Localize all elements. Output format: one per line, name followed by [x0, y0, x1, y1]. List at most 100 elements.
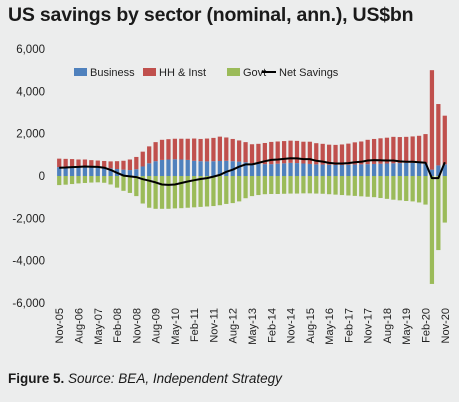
y-tick-label: 2,000 — [16, 129, 45, 141]
bar-govt — [282, 176, 287, 194]
bar-govt — [63, 176, 68, 185]
bar-hh-inst — [410, 136, 415, 163]
bar-govt — [410, 176, 415, 202]
bar-govt — [198, 176, 203, 207]
legend-label: HH & Inst — [159, 67, 206, 79]
y-tick-label: 0 — [39, 171, 45, 183]
bar-business — [147, 163, 152, 176]
bar-business — [365, 164, 370, 176]
bar-govt — [82, 176, 88, 183]
bar-govt — [140, 176, 145, 204]
bar-business — [185, 159, 190, 176]
bar-hh-inst — [371, 138, 377, 164]
bar-hh-inst — [102, 160, 107, 168]
bar-govt — [442, 176, 447, 223]
bar-hh-inst — [339, 144, 345, 165]
bar-business — [436, 165, 441, 176]
bar-hh-inst — [237, 140, 242, 162]
bar-business — [102, 167, 107, 176]
bar-govt — [76, 176, 81, 184]
bar-hh-inst — [352, 142, 357, 165]
bar-govt — [57, 176, 62, 186]
x-tick-label: Nov-17 — [363, 308, 375, 343]
bar-business — [108, 168, 113, 176]
bar-hh-inst — [185, 138, 190, 160]
bar-govt — [166, 176, 171, 209]
bar-business — [301, 163, 306, 176]
bar-govt — [352, 176, 357, 196]
bar-hh-inst — [243, 142, 248, 163]
bar-business — [410, 162, 415, 176]
bar-business — [192, 160, 197, 176]
x-tick-label: Feb-08 — [112, 308, 124, 343]
legend-label: Govt — [243, 67, 266, 79]
x-tick-label: May-07 — [93, 308, 105, 345]
bar-govt — [147, 176, 152, 208]
bar-hh-inst — [217, 136, 222, 161]
x-tick-label: Feb-20 — [421, 308, 433, 343]
bar-business — [282, 163, 287, 176]
legend-swatch — [227, 68, 240, 76]
x-tick-label: Nov-20 — [440, 308, 452, 343]
bar-govt — [436, 176, 441, 251]
bar-govt — [243, 176, 248, 199]
bar-govt — [404, 176, 409, 201]
bar-govt — [172, 176, 178, 209]
bar-govt — [153, 176, 158, 209]
legend-label: Net Savings — [279, 67, 339, 79]
bar-hh-inst — [320, 143, 325, 165]
bar-hh-inst — [397, 137, 402, 164]
legend-swatch — [143, 68, 156, 76]
bar-hh-inst — [429, 70, 435, 170]
bar-business — [320, 164, 325, 176]
x-tick-label: Nov-08 — [131, 308, 143, 343]
bar-govt — [249, 176, 255, 197]
chart-title: US savings by sector (nominal, ann.), US… — [8, 4, 414, 26]
bar-business — [166, 159, 171, 176]
bar-govt — [262, 176, 267, 195]
bar-hh-inst — [95, 160, 100, 168]
bar-hh-inst — [192, 138, 197, 161]
bar-business — [237, 161, 242, 176]
bar-govt — [378, 176, 383, 199]
y-tick-label: -2,000 — [12, 213, 45, 225]
bar-business — [346, 164, 351, 176]
bar-hh-inst — [288, 140, 293, 163]
bar-govt — [359, 176, 364, 197]
bar-business — [359, 164, 364, 176]
bar-hh-inst — [57, 158, 62, 168]
bar-hh-inst — [262, 142, 267, 165]
caption-source: Source: BEA, Independent Strategy — [68, 371, 282, 386]
bar-hh-inst — [442, 115, 447, 165]
bar-govt — [371, 176, 377, 198]
bar-hh-inst — [172, 138, 178, 160]
bar-govt — [95, 176, 100, 183]
bar-govt — [102, 176, 107, 183]
bar-govt — [230, 176, 235, 204]
bar-business — [140, 166, 145, 176]
bar-govt — [314, 176, 319, 194]
bar-business — [82, 167, 88, 176]
bar-hh-inst — [224, 137, 229, 161]
bar-govt — [301, 176, 306, 194]
bar-business — [179, 159, 184, 176]
bar-business — [416, 162, 422, 176]
bar-govt — [127, 176, 133, 193]
bar-hh-inst — [89, 160, 94, 168]
bar-hh-inst — [153, 142, 158, 162]
bar-business — [256, 163, 261, 176]
bar-business — [224, 160, 229, 176]
bar-govt — [275, 176, 280, 194]
bar-hh-inst — [127, 159, 133, 171]
y-tick-label: 4,000 — [16, 86, 45, 98]
bar-business — [159, 159, 165, 176]
bar-business — [397, 163, 402, 176]
bar-govt — [211, 176, 216, 207]
bar-hh-inst — [204, 138, 210, 162]
bar-hh-inst — [436, 104, 441, 166]
bar-business — [121, 169, 126, 176]
bar-hh-inst — [416, 135, 422, 163]
bar-hh-inst — [384, 137, 390, 164]
bar-govt — [108, 176, 113, 185]
bar-business — [211, 161, 216, 176]
